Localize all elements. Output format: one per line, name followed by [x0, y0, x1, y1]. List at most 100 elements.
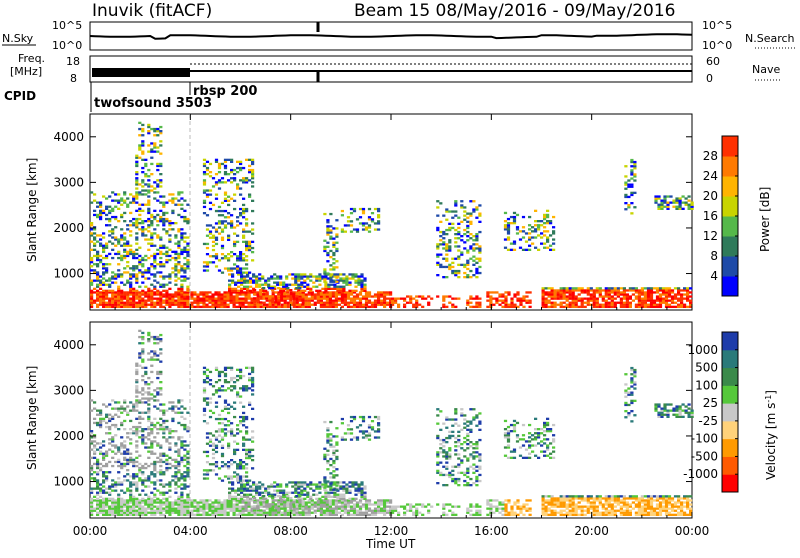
- power-cell: [224, 257, 227, 259]
- power-cell: [510, 222, 513, 224]
- velocity-cell: [183, 418, 186, 420]
- power-cell: [141, 220, 144, 222]
- power-cell: [141, 293, 144, 295]
- velocity-cell: [147, 457, 150, 459]
- power-cell: [120, 273, 123, 275]
- power-cell: [186, 288, 189, 290]
- power-cell: [357, 284, 360, 286]
- power-cell: [123, 200, 126, 202]
- velocity-cell: [215, 436, 218, 438]
- power-cell: [141, 189, 144, 191]
- power-cell: [206, 243, 209, 245]
- velocity-cell: [129, 485, 132, 487]
- velocity-cell: [147, 334, 150, 336]
- velocity-cell: [239, 459, 242, 461]
- velocity-cell: [203, 371, 206, 373]
- power-cell: [332, 244, 335, 246]
- velocity-cell: [306, 492, 309, 494]
- power-cell: [677, 300, 680, 302]
- power-cell: [305, 306, 308, 308]
- velocity-cell: [120, 490, 123, 492]
- power-cell: [237, 282, 240, 284]
- power-cell: [451, 298, 454, 300]
- power-cell: [248, 165, 251, 167]
- velocity-cell: [223, 506, 226, 508]
- velocity-cell: [174, 459, 177, 461]
- power-cell: [311, 298, 314, 300]
- velocity-cell: [227, 404, 230, 406]
- power-cell: [135, 226, 138, 228]
- power-cell: [135, 265, 138, 267]
- velocity-cell: [165, 438, 168, 440]
- velocity-cell: [326, 508, 329, 510]
- velocity-cell: [206, 443, 209, 445]
- velocity-cell: [300, 483, 303, 485]
- power-cell: [117, 251, 120, 253]
- power-cell: [668, 300, 671, 302]
- power-cell: [596, 302, 599, 304]
- power-cell: [120, 228, 123, 230]
- velocity-cell: [141, 465, 144, 467]
- velocity-cell: [102, 514, 105, 516]
- power-cell: [111, 290, 114, 292]
- velocity-cell: [341, 506, 344, 508]
- velocity-cell: [141, 481, 144, 483]
- power-cell: [627, 184, 630, 186]
- velocity-cell: [183, 485, 186, 487]
- power-cell: [111, 300, 114, 302]
- velocity-cell: [135, 403, 138, 405]
- power-cell: [141, 298, 144, 300]
- power-cell: [159, 257, 162, 259]
- power-cell: [259, 301, 262, 303]
- power-cell: [228, 286, 231, 288]
- power-cell: [409, 295, 412, 297]
- power-cell: [335, 236, 338, 238]
- power-cell: [478, 249, 481, 251]
- power-cell: [123, 291, 126, 293]
- velocity-cell: [132, 503, 135, 505]
- power-cell: [212, 235, 215, 237]
- velocity-cell: [135, 428, 138, 430]
- power-cell: [466, 268, 469, 270]
- power-cell: [245, 298, 248, 300]
- velocity-cell: [324, 494, 327, 496]
- power-cell: [644, 304, 647, 306]
- power-cell: [90, 241, 93, 243]
- power-cell: [165, 251, 168, 253]
- power-cell: [341, 210, 344, 212]
- power-cell: [266, 300, 269, 302]
- velocity-cell: [117, 408, 120, 410]
- power-cell: [543, 218, 546, 220]
- power-cell: [475, 306, 478, 308]
- power-cell: [271, 301, 274, 303]
- velocity-cell: [150, 508, 153, 510]
- velocity-cell: [180, 424, 183, 426]
- velocity-cell: [242, 508, 245, 510]
- power-cell: [180, 216, 183, 218]
- velocity-cell: [228, 496, 231, 498]
- velocity-cell: [243, 485, 246, 487]
- power-cell: [150, 222, 153, 224]
- velocity-cell: [227, 430, 230, 432]
- power-cell: [469, 270, 472, 272]
- power-cell: [303, 275, 306, 277]
- power-cell: [147, 218, 150, 220]
- power-cell: [228, 273, 231, 275]
- velocity-cell: [150, 381, 153, 383]
- power-cell: [180, 295, 183, 297]
- power-cell: [563, 289, 566, 291]
- velocity-cell: [141, 361, 144, 363]
- power-cell: [542, 291, 545, 293]
- power-cell: [193, 298, 196, 300]
- power-cell: [312, 282, 315, 284]
- velocity-cell: [117, 501, 120, 503]
- power-cell: [581, 302, 584, 304]
- velocity-cell: [276, 483, 279, 485]
- power-cell: [469, 302, 472, 304]
- power-cell: [90, 298, 93, 300]
- power-cell: [525, 241, 528, 243]
- power-cell: [165, 253, 168, 255]
- velocity-cell: [168, 503, 171, 505]
- velocity-cell: [96, 473, 99, 475]
- power-cell: [242, 237, 245, 239]
